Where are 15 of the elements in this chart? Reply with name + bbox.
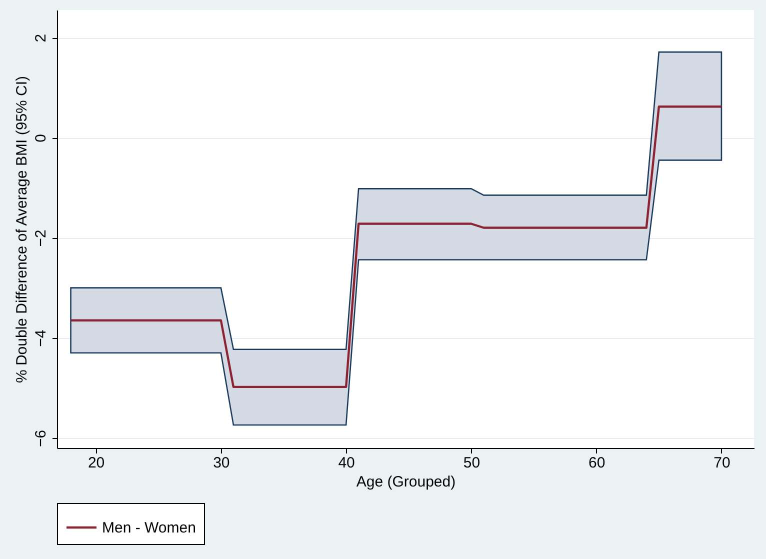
x-axis-title: Age (Grouped) bbox=[356, 474, 456, 490]
y-tick-label: 0 bbox=[32, 134, 50, 142]
y-tick-label: −2 bbox=[32, 230, 50, 247]
x-tick-label: 50 bbox=[463, 454, 480, 472]
y-tick-label: 2 bbox=[32, 34, 50, 42]
legend-label: Men - Women bbox=[102, 520, 196, 536]
y-axis-title: % Double Difference of Average BMI (95% CI) bbox=[14, 76, 30, 384]
x-tick-label: 60 bbox=[588, 454, 606, 472]
x-tick-label: 20 bbox=[88, 454, 105, 472]
y-tick-label: −4 bbox=[32, 330, 50, 347]
line-series bbox=[70, 106, 723, 388]
x-tick-label: 70 bbox=[714, 454, 730, 472]
x-tick-label: 40 bbox=[338, 454, 355, 472]
y-tick-label: −6 bbox=[32, 430, 50, 448]
x-tick-label: 30 bbox=[213, 454, 230, 472]
